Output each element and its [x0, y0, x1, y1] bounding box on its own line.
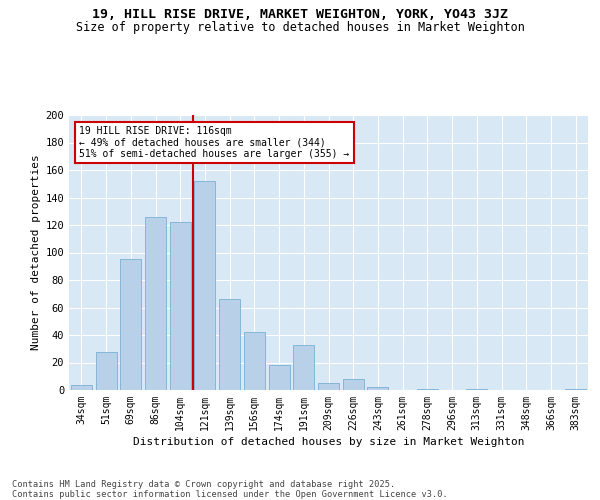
Bar	[194, 181, 215, 390]
Bar	[120, 260, 141, 390]
Bar	[466, 388, 487, 390]
Bar	[219, 299, 240, 390]
Y-axis label: Number of detached properties: Number of detached properties	[31, 154, 41, 350]
Bar	[293, 344, 314, 390]
Bar	[71, 384, 92, 390]
Bar	[343, 379, 364, 390]
Bar	[565, 388, 586, 390]
X-axis label: Distribution of detached houses by size in Market Weighton: Distribution of detached houses by size …	[133, 437, 524, 447]
Bar	[95, 352, 116, 390]
Bar	[170, 222, 191, 390]
Text: 19 HILL RISE DRIVE: 116sqm
← 49% of detached houses are smaller (344)
51% of sem: 19 HILL RISE DRIVE: 116sqm ← 49% of deta…	[79, 126, 350, 159]
Bar	[367, 387, 388, 390]
Bar	[244, 332, 265, 390]
Bar	[318, 383, 339, 390]
Text: Contains HM Land Registry data © Crown copyright and database right 2025.
Contai: Contains HM Land Registry data © Crown c…	[12, 480, 448, 499]
Bar	[269, 365, 290, 390]
Bar	[417, 388, 438, 390]
Bar	[145, 217, 166, 390]
Text: 19, HILL RISE DRIVE, MARKET WEIGHTON, YORK, YO43 3JZ: 19, HILL RISE DRIVE, MARKET WEIGHTON, YO…	[92, 8, 508, 20]
Text: Size of property relative to detached houses in Market Weighton: Size of property relative to detached ho…	[76, 21, 524, 34]
